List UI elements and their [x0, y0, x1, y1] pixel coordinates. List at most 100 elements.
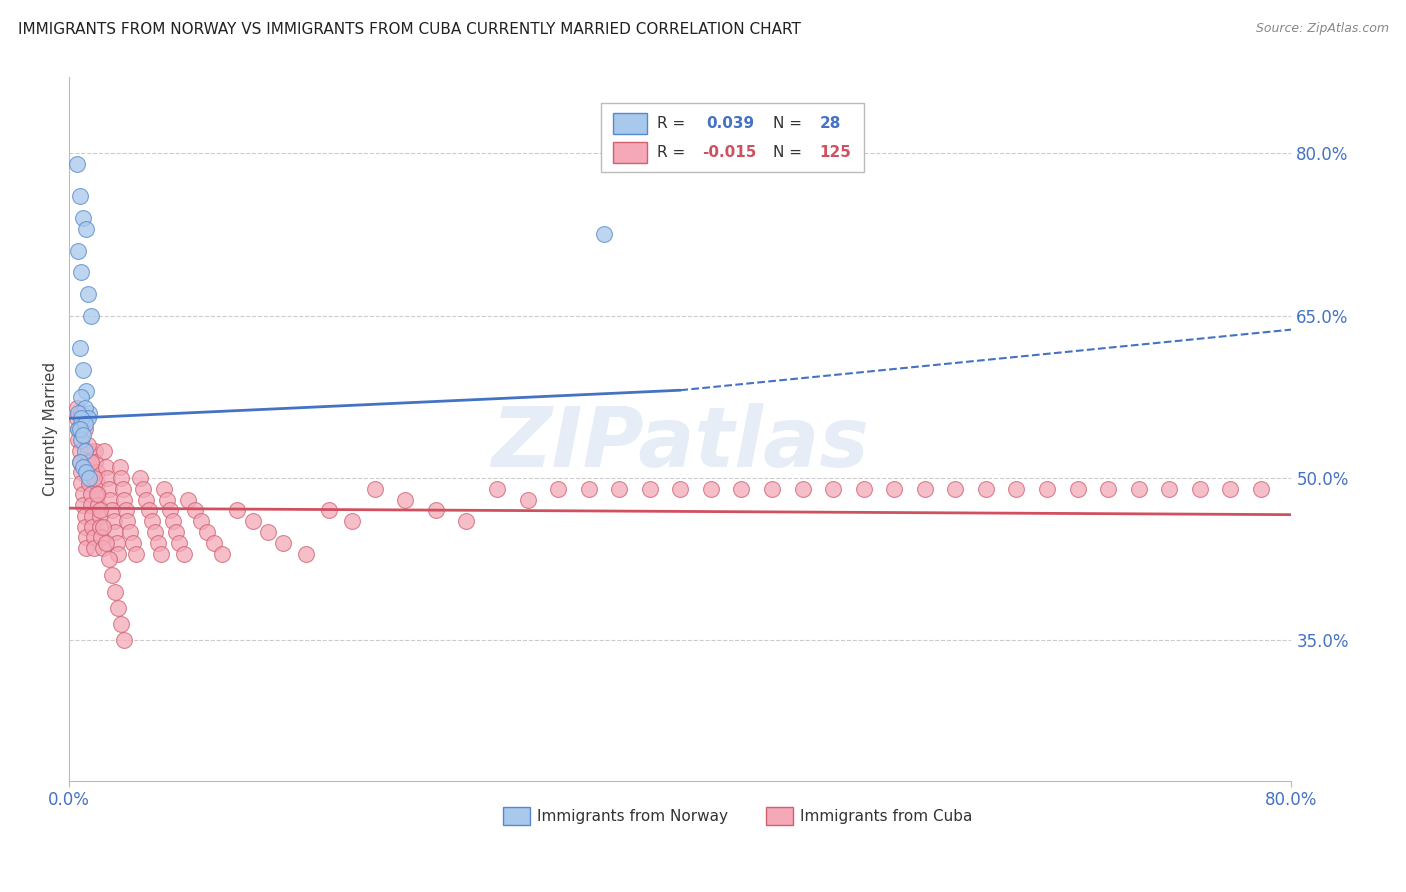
- Text: R =: R =: [657, 116, 685, 130]
- Point: [593, 227, 616, 242]
- Point: [76, 455, 98, 469]
- Point: [761, 482, 783, 496]
- Point: [76, 443, 98, 458]
- Point: [69, 443, 91, 458]
- Point: [87, 498, 110, 512]
- Point: [89, 503, 111, 517]
- Point: [110, 471, 132, 485]
- Point: [195, 524, 218, 539]
- Point: [101, 503, 124, 517]
- Point: [516, 492, 538, 507]
- Point: [70, 265, 93, 279]
- Point: [159, 503, 181, 517]
- Point: [86, 476, 108, 491]
- Point: [173, 547, 195, 561]
- Point: [364, 482, 387, 496]
- Point: [1128, 482, 1150, 496]
- Bar: [613, 112, 647, 134]
- Point: [202, 536, 225, 550]
- Point: [143, 524, 166, 539]
- Point: [135, 492, 157, 507]
- Text: 28: 28: [820, 116, 841, 130]
- Point: [105, 536, 128, 550]
- Text: -0.015: -0.015: [703, 145, 756, 161]
- Point: [271, 536, 294, 550]
- Point: [101, 568, 124, 582]
- Y-axis label: Currently Married: Currently Married: [44, 362, 58, 496]
- Point: [792, 482, 814, 496]
- Point: [117, 514, 139, 528]
- Point: [72, 498, 94, 512]
- Point: [1066, 482, 1088, 496]
- Point: [72, 460, 94, 475]
- Point: [69, 189, 91, 203]
- Point: [700, 482, 723, 496]
- Point: [82, 519, 104, 533]
- Point: [70, 466, 93, 480]
- Point: [107, 547, 129, 561]
- Bar: [766, 807, 793, 824]
- Point: [318, 503, 340, 517]
- Point: [83, 471, 105, 485]
- Point: [72, 211, 94, 226]
- Point: [89, 519, 111, 533]
- Point: [112, 492, 135, 507]
- Point: [114, 503, 136, 517]
- Point: [69, 455, 91, 469]
- Point: [73, 417, 96, 431]
- Point: [1159, 482, 1181, 496]
- Point: [76, 438, 98, 452]
- Bar: [600, 103, 863, 172]
- Point: [87, 487, 110, 501]
- Point: [67, 422, 90, 436]
- Point: [190, 514, 212, 528]
- Point: [974, 482, 997, 496]
- Point: [165, 524, 187, 539]
- Point: [73, 508, 96, 523]
- Point: [75, 541, 97, 556]
- Point: [883, 482, 905, 496]
- Point: [69, 341, 91, 355]
- Point: [75, 466, 97, 480]
- Point: [67, 433, 90, 447]
- Point: [112, 633, 135, 648]
- Point: [66, 401, 89, 415]
- Text: 125: 125: [820, 145, 852, 161]
- Text: N =: N =: [773, 145, 803, 161]
- Point: [91, 519, 114, 533]
- Point: [70, 433, 93, 447]
- Point: [67, 422, 90, 436]
- Point: [72, 427, 94, 442]
- Point: [128, 471, 150, 485]
- Point: [73, 519, 96, 533]
- Point: [79, 455, 101, 469]
- Point: [76, 411, 98, 425]
- Point: [141, 514, 163, 528]
- Point: [394, 492, 416, 507]
- Point: [104, 584, 127, 599]
- Point: [138, 503, 160, 517]
- Point: [110, 617, 132, 632]
- Point: [607, 482, 630, 496]
- Point: [456, 514, 478, 528]
- Point: [84, 455, 107, 469]
- Point: [125, 547, 148, 561]
- Point: [86, 487, 108, 501]
- Point: [547, 482, 569, 496]
- Point: [1188, 482, 1211, 496]
- Point: [83, 541, 105, 556]
- Point: [153, 482, 176, 496]
- Point: [66, 157, 89, 171]
- Point: [823, 482, 845, 496]
- Bar: [613, 142, 647, 163]
- Point: [77, 406, 100, 420]
- Point: [96, 471, 118, 485]
- Point: [211, 547, 233, 561]
- Point: [77, 466, 100, 480]
- Point: [111, 482, 134, 496]
- Point: [69, 422, 91, 436]
- Point: [183, 503, 205, 517]
- Text: Immigrants from Norway: Immigrants from Norway: [537, 808, 728, 823]
- Point: [70, 411, 93, 425]
- Point: [578, 482, 600, 496]
